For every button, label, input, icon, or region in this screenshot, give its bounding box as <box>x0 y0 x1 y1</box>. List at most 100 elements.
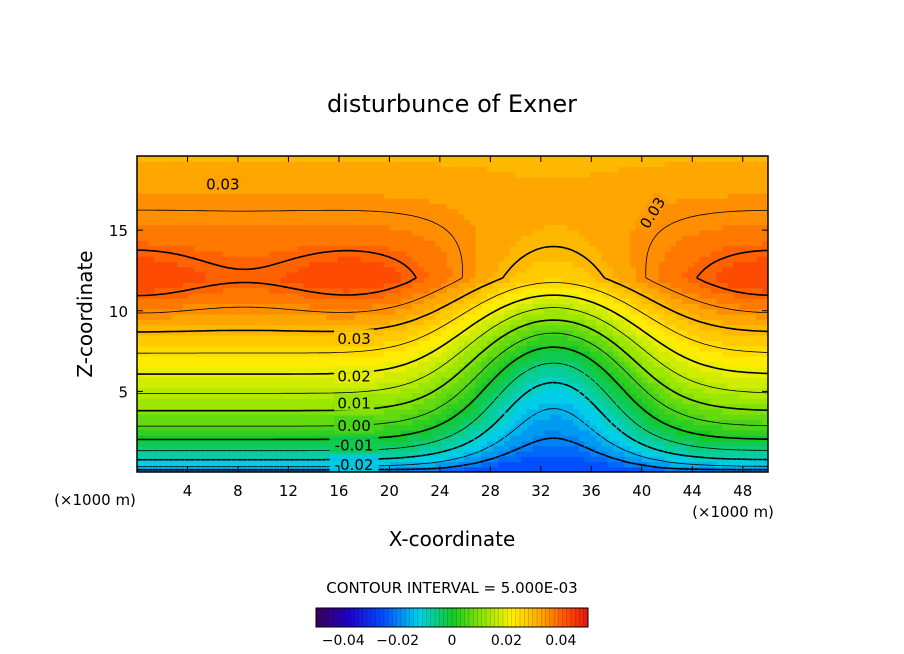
field-cell <box>601 266 608 273</box>
field-cell <box>234 393 241 399</box>
field-cell <box>469 240 477 247</box>
field-cell <box>578 319 586 326</box>
field-cell <box>268 450 276 457</box>
field-cell <box>309 166 316 173</box>
field-cell <box>148 398 155 405</box>
field-cell <box>188 266 195 273</box>
field-cell <box>280 324 287 331</box>
field-cell <box>383 340 390 347</box>
field-cell <box>550 350 557 357</box>
field-cell <box>280 345 287 352</box>
field-cell <box>509 429 517 436</box>
field-cell <box>607 350 614 357</box>
field-cell <box>515 182 522 189</box>
field-cell <box>303 450 310 457</box>
field-cell <box>486 171 494 178</box>
field-cell <box>561 329 568 336</box>
field-cell <box>452 282 459 289</box>
field-cell <box>349 198 356 204</box>
field-cell <box>613 466 620 472</box>
field-cell <box>303 419 310 426</box>
field-cell <box>395 377 402 384</box>
field-cell <box>572 213 580 220</box>
field-cell <box>383 287 390 294</box>
field-cell <box>475 440 482 447</box>
field-cell <box>389 450 396 457</box>
field-cell <box>257 277 264 283</box>
field-cell <box>366 261 373 268</box>
field-cell <box>303 235 310 241</box>
field-cell <box>343 387 350 394</box>
field-cell <box>400 350 408 357</box>
field-cell <box>205 261 213 268</box>
field-cell <box>245 419 253 426</box>
field-cell <box>159 213 167 220</box>
field-cell <box>354 171 362 178</box>
field-cell <box>584 208 591 215</box>
field-cell <box>268 171 276 178</box>
field-cell <box>263 324 270 331</box>
field-cell <box>148 171 155 178</box>
field-cell <box>200 450 207 457</box>
field-cell <box>555 250 563 257</box>
field-cell <box>578 298 586 305</box>
field-cell <box>486 292 494 299</box>
field-cell <box>320 250 327 257</box>
field-cell <box>504 356 511 362</box>
field-cell <box>452 340 459 347</box>
field-cell <box>263 329 270 336</box>
field-cell <box>446 229 454 236</box>
field-cell <box>481 345 488 352</box>
field-cell <box>159 156 167 162</box>
field-cell <box>366 298 373 305</box>
field-cell <box>194 350 201 357</box>
field-cell <box>572 403 580 410</box>
field-cell <box>303 424 310 431</box>
field-cell <box>274 429 282 436</box>
field-cell <box>291 171 299 178</box>
field-cell <box>601 340 608 347</box>
field-cell <box>601 298 608 305</box>
field-cell <box>590 166 597 173</box>
field-cell <box>297 240 304 247</box>
field-cell <box>171 361 178 368</box>
field-cell <box>200 203 207 210</box>
field-cell <box>205 387 213 394</box>
field-cell <box>211 350 218 357</box>
field-cell <box>372 414 379 420</box>
field-cell <box>263 213 270 220</box>
field-cell <box>406 161 413 168</box>
field-cell <box>544 161 551 168</box>
field-cell <box>177 213 184 220</box>
field-cell <box>446 171 454 178</box>
field-cell <box>309 298 316 305</box>
field-cell <box>429 171 436 178</box>
field-cell <box>481 319 488 326</box>
field-cell <box>142 235 150 241</box>
field-cell <box>326 187 333 194</box>
field-cell <box>291 166 299 173</box>
field-cell <box>343 192 350 199</box>
field-cell <box>504 445 511 452</box>
field-cell <box>429 192 436 199</box>
field-cell <box>154 203 161 210</box>
field-cell <box>360 350 368 357</box>
field-cell <box>148 445 155 452</box>
field-cell <box>251 366 259 373</box>
field-cell <box>584 219 591 226</box>
field-cell <box>263 224 270 231</box>
field-cell <box>578 414 586 420</box>
field-cell <box>159 445 167 452</box>
field-cell <box>228 366 236 373</box>
field-cell <box>406 350 413 357</box>
field-cell <box>360 235 368 241</box>
field-cell <box>354 356 362 362</box>
field-cell <box>211 245 218 252</box>
field-cell <box>291 393 299 399</box>
field-cell <box>452 324 459 331</box>
field-cell <box>527 366 534 373</box>
field-cell <box>578 256 586 262</box>
field-cell <box>504 429 511 436</box>
field-cell <box>142 271 150 278</box>
field-cell <box>429 161 436 168</box>
